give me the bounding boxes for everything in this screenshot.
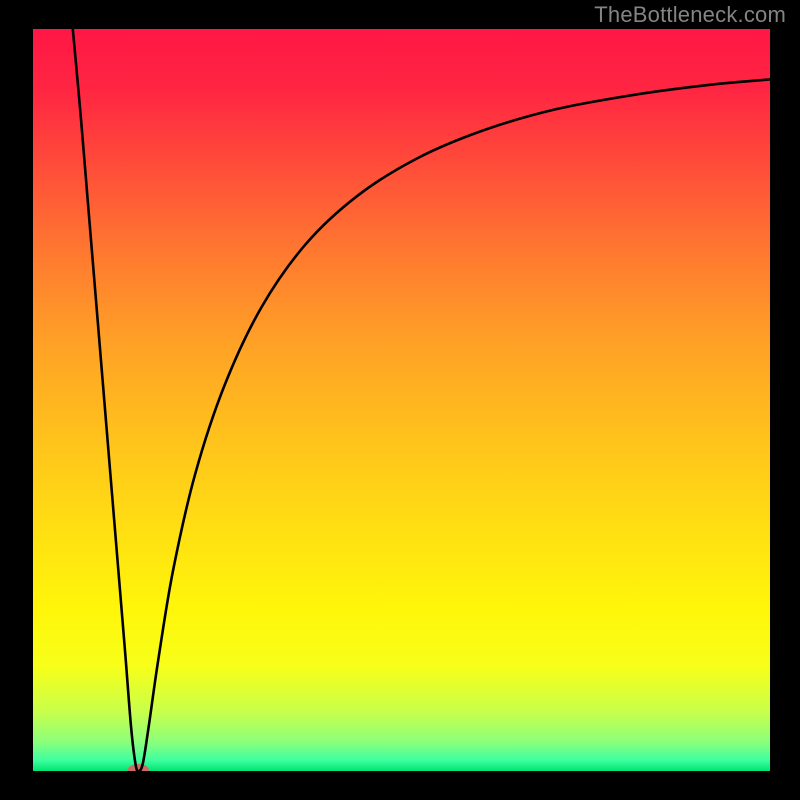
chart-svg: [33, 29, 770, 771]
gradient-background: [33, 29, 770, 771]
watermark-text: TheBottleneck.com: [594, 2, 786, 28]
plot-area: [33, 29, 770, 771]
chart-container: TheBottleneck.com: [0, 0, 800, 800]
